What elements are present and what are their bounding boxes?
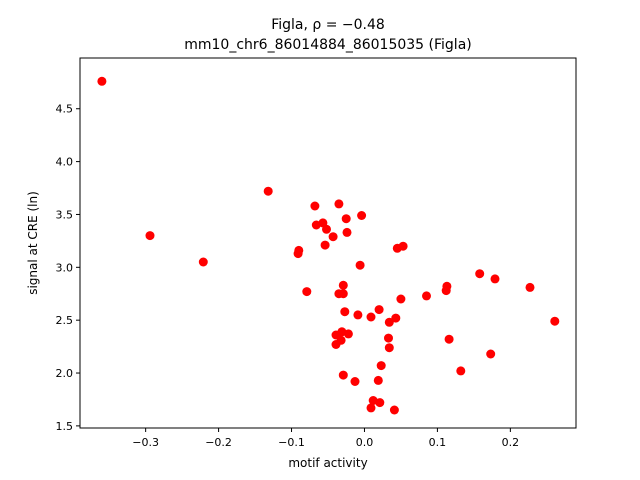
data-point <box>322 224 331 234</box>
data-point <box>456 366 466 376</box>
data-point <box>338 289 348 299</box>
x-axis-label: motif activity <box>288 456 367 470</box>
data-point <box>486 349 496 359</box>
x-tick-label: 0.0 <box>356 436 374 449</box>
data-points <box>97 76 560 415</box>
data-point <box>422 291 431 301</box>
x-tick-label: −0.3 <box>132 436 159 449</box>
data-point <box>475 269 485 279</box>
data-point <box>389 405 399 415</box>
x-axis-ticks: −0.3 −0.2 −0.1 0.0 0.1 0.2 <box>132 428 519 449</box>
data-point <box>97 76 107 86</box>
data-point <box>444 334 454 344</box>
data-point <box>320 240 330 250</box>
data-point <box>340 307 350 317</box>
data-point <box>353 310 363 320</box>
x-tick-label: −0.2 <box>205 436 232 449</box>
y-axis-ticks: 1.5 2.0 2.5 3.0 3.5 4.0 4.5 <box>56 103 80 433</box>
axes-frame <box>79 57 577 429</box>
data-point <box>366 312 376 322</box>
data-point <box>375 398 385 408</box>
chart-title-line2: mm10_chr6_86014884_86015035 (Figla) <box>184 37 472 53</box>
data-point <box>357 211 367 220</box>
data-point <box>366 403 376 413</box>
data-point <box>302 287 312 297</box>
data-point <box>355 260 365 270</box>
y-tick-label: 1.5 <box>56 420 74 433</box>
y-tick-label: 3.0 <box>56 261 74 274</box>
x-tick-label: 0.1 <box>429 436 447 449</box>
data-point <box>398 241 408 251</box>
data-point <box>293 249 303 259</box>
y-tick-label: 2.0 <box>56 367 74 380</box>
data-point <box>338 280 348 290</box>
data-point <box>350 377 360 386</box>
data-point <box>384 333 393 343</box>
data-point <box>145 231 155 241</box>
data-point <box>334 199 344 209</box>
data-point <box>396 294 406 304</box>
chart-title-line1: Figla, ρ = −0.48 <box>271 17 385 33</box>
data-point <box>525 282 535 292</box>
data-point <box>310 201 320 211</box>
data-point <box>490 274 500 284</box>
y-tick-label: 3.5 <box>56 208 74 221</box>
data-point <box>376 361 386 371</box>
data-point <box>343 329 353 339</box>
y-axis-label: signal at CRE (ln) <box>26 191 40 295</box>
x-tick-label: 0.2 <box>502 436 520 449</box>
data-point <box>331 340 341 349</box>
data-point <box>550 316 560 326</box>
data-point <box>384 317 394 327</box>
data-point <box>442 281 452 291</box>
data-point <box>342 227 352 237</box>
y-tick-label: 4.0 <box>56 156 74 169</box>
x-tick-label: −0.1 <box>278 436 305 449</box>
data-point <box>384 343 394 353</box>
data-point <box>328 232 338 242</box>
data-point <box>373 375 383 385</box>
plot-area <box>79 57 577 429</box>
data-point <box>263 186 273 196</box>
data-point <box>338 370 348 380</box>
data-point <box>198 257 208 267</box>
data-point <box>391 313 401 323</box>
data-point <box>341 214 351 224</box>
data-point <box>374 305 384 315</box>
y-tick-label: 2.5 <box>56 314 74 327</box>
y-tick-label: 4.5 <box>56 103 74 116</box>
